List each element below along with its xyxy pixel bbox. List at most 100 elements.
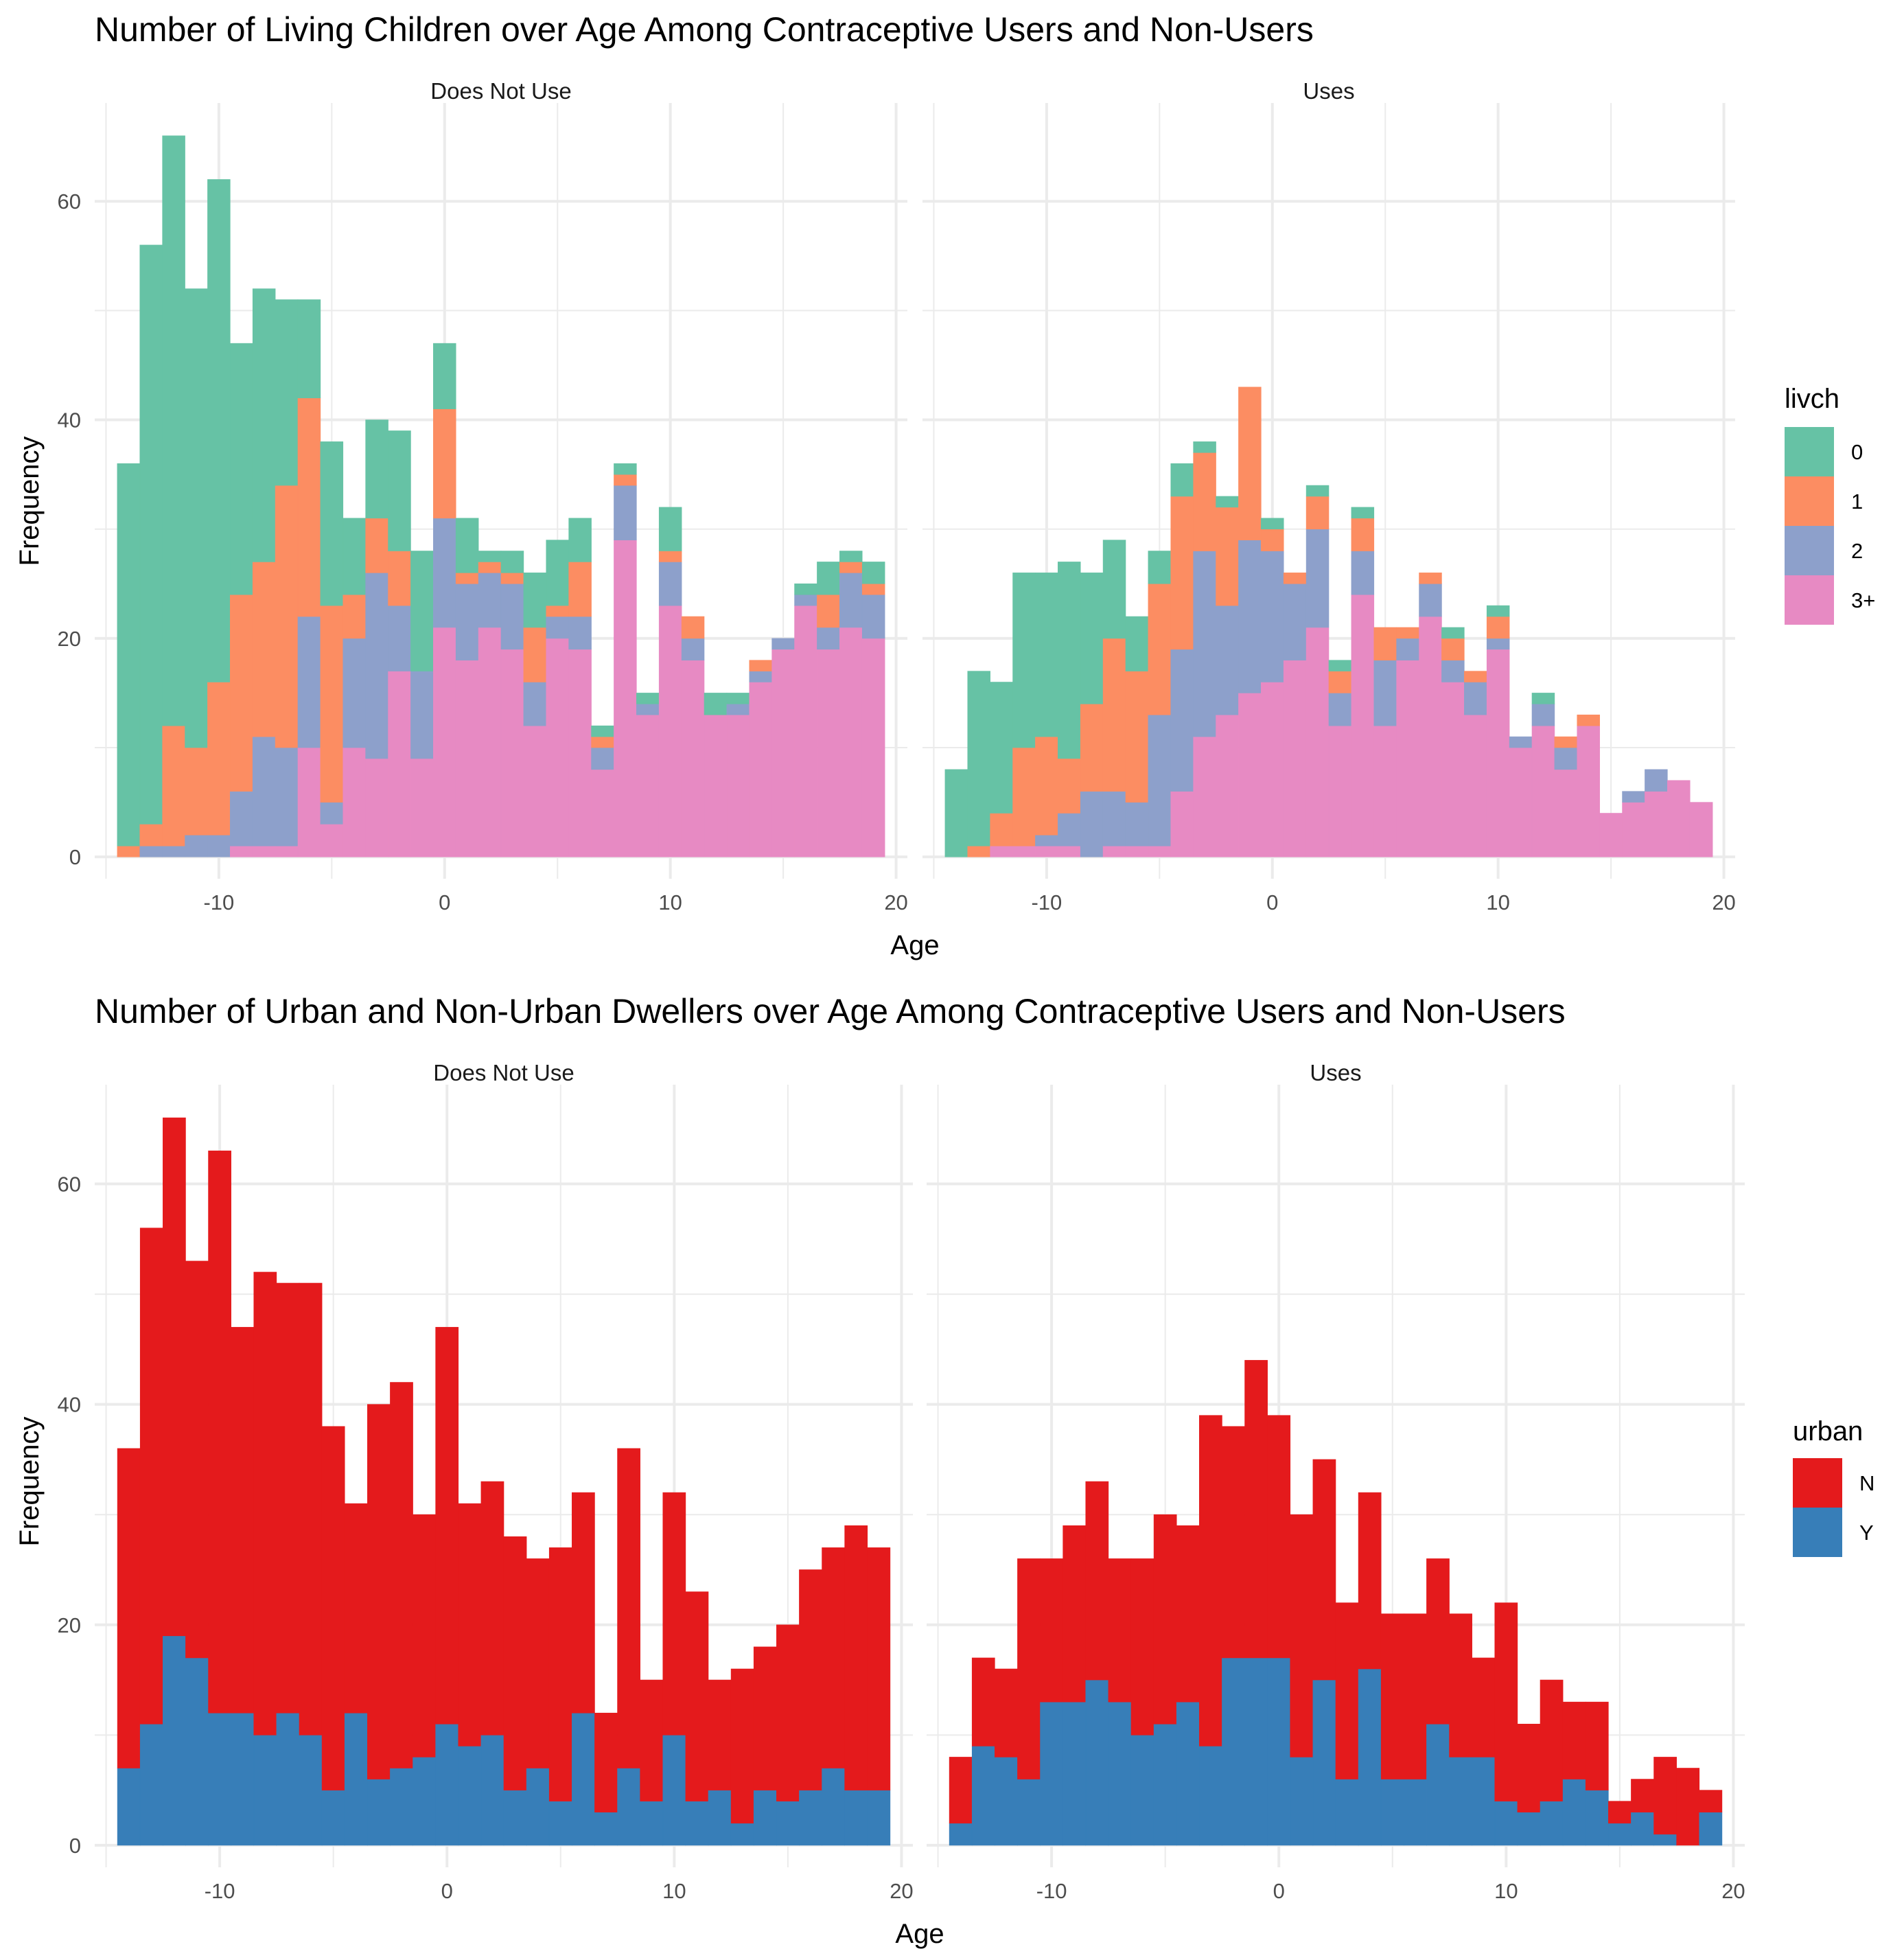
bar-segment-y: [1404, 1779, 1427, 1846]
bar-segment-n: [1335, 1602, 1359, 1779]
bar-segment-2: [1080, 791, 1104, 857]
bar-segment-3plus: [704, 714, 728, 857]
bar-segment-2: [252, 736, 276, 846]
bar-segment-0: [636, 693, 660, 704]
bar-segment-2: [1622, 791, 1645, 803]
bar-segment-n: [1358, 1492, 1382, 1670]
bar-segment-0: [726, 693, 750, 704]
bar-segment-0: [343, 518, 366, 595]
panel-bars: [117, 135, 885, 857]
bar-segment-n: [662, 1492, 686, 1736]
bar-segment-1: [388, 551, 411, 606]
panel-label-does-not-use: Does Not Use: [433, 1060, 574, 1085]
bar-segment-0: [410, 551, 434, 671]
bar-segment-0: [817, 562, 840, 595]
bar-segment-3plus: [1058, 845, 1081, 857]
bar-segment-1: [365, 518, 388, 573]
bar-segment-1: [230, 594, 253, 792]
bar-segment-3plus: [500, 649, 524, 857]
x-tick-labels: -10 0 10 20: [1031, 890, 1735, 914]
bar-segment-n: [413, 1514, 436, 1757]
bar-segment-n: [753, 1646, 777, 1790]
bar-segment-n: [1472, 1657, 1496, 1757]
bar-segment-y: [708, 1790, 732, 1846]
bar-segment-3plus: [433, 627, 456, 857]
y-tick-label: 60: [58, 1173, 81, 1197]
bar-segment-3plus: [839, 627, 863, 857]
bar-segment-1: [275, 485, 299, 748]
bar-segment-3plus: [1554, 769, 1578, 857]
livch-chart: Number of Living Children over Age Among…: [14, 10, 1875, 960]
bar-segment-2: [636, 704, 660, 715]
bar-segment-3plus: [1216, 714, 1239, 857]
bar-segment-2: [1261, 551, 1284, 682]
bar-segment-2: [726, 704, 750, 715]
bar-segment-2: [817, 627, 840, 650]
x-tick-label: 10: [1494, 1879, 1518, 1903]
x-axis-title: Age: [895, 1919, 944, 1949]
bar-segment-0: [1261, 518, 1284, 530]
bar-segment-y: [995, 1757, 1018, 1846]
bar-segment-3plus: [568, 649, 592, 857]
bar-segment-1: [1351, 518, 1375, 551]
bar-segment-n: [1312, 1459, 1336, 1681]
bar-segment-3plus: [1035, 845, 1058, 857]
bar-segment-y: [949, 1823, 973, 1846]
bar-segment-y: [458, 1746, 482, 1846]
bar-segment-2: [1283, 583, 1307, 660]
bar-segment-y: [208, 1712, 231, 1846]
bar-segment-3plus: [275, 845, 299, 857]
bar-segment-y: [1085, 1679, 1109, 1846]
bar-segment-2: [1193, 551, 1216, 737]
bar-segment-0: [944, 769, 968, 857]
bar-segment-3plus: [1102, 845, 1126, 857]
bar-segment-y: [617, 1768, 640, 1846]
bar-segment-0: [297, 299, 321, 399]
bar-segment-3plus: [591, 769, 614, 857]
x-tick-label: 10: [1486, 890, 1509, 914]
bar-segment-3plus: [1419, 616, 1442, 857]
bar-segment-0: [275, 299, 299, 486]
bar-segment-n: [995, 1668, 1018, 1757]
x-tick-label: 20: [884, 890, 907, 914]
bar-segment-1: [861, 583, 885, 595]
chart-title: Number of Urban and Non-Urban Dwellers o…: [95, 992, 1566, 1030]
bar-segment-n: [1108, 1558, 1132, 1703]
bar-segment-2: [749, 671, 772, 682]
bar-segment-0: [1486, 605, 1510, 617]
bar-segment-3plus: [1148, 845, 1172, 857]
bar-segment-0: [388, 430, 411, 551]
x-tick-label: 20: [1721, 1879, 1745, 1903]
panel-bars: [944, 387, 1713, 857]
bar-segment-n: [435, 1326, 459, 1725]
bar-segment-2: [388, 605, 411, 671]
legend-key-n: [1793, 1458, 1842, 1508]
bar-segment-n: [1040, 1558, 1063, 1703]
bar-segment-3plus: [614, 540, 637, 857]
bar-segment-y: [1222, 1657, 1245, 1846]
bar-segment-2: [1531, 704, 1555, 726]
y-axis-title: Frequency: [14, 1417, 45, 1547]
bar-segment-2: [410, 671, 434, 759]
bar-segment-3plus: [410, 758, 434, 857]
bar-segment-y: [185, 1657, 209, 1846]
y-tick-label: 0: [69, 1834, 81, 1858]
panel-label-does-not-use: Does Not Use: [430, 78, 571, 104]
bar-segment-3plus: [1441, 682, 1465, 857]
bar-segment-1: [546, 605, 569, 617]
bar-segment-n: [971, 1657, 995, 1746]
bar-segment-2: [794, 594, 817, 606]
bar-segment-3plus: [388, 671, 411, 857]
bar-segment-0: [861, 562, 885, 584]
bar-segment-3plus: [1193, 736, 1216, 857]
bar-segment-n: [1153, 1514, 1177, 1725]
bar-segment-1: [1012, 747, 1036, 846]
bar-segment-y: [1449, 1757, 1472, 1846]
bar-segment-y: [685, 1801, 709, 1846]
bar-segment-n: [1380, 1613, 1404, 1779]
bar-segment-0: [433, 343, 456, 409]
bar-segment-1: [1554, 736, 1578, 748]
bar-segment-n: [1631, 1779, 1654, 1813]
bar-segment-2: [591, 747, 614, 770]
chart-title: Number of Living Children over Age Among…: [95, 10, 1314, 49]
